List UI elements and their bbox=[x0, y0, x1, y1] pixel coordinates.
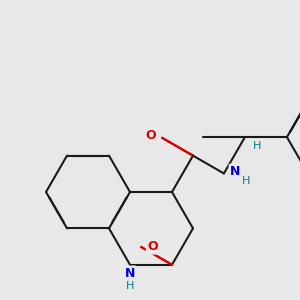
Text: H: H bbox=[253, 141, 261, 151]
Text: H: H bbox=[126, 281, 134, 291]
Text: H: H bbox=[242, 176, 250, 187]
Text: N: N bbox=[230, 165, 240, 178]
Text: O: O bbox=[146, 129, 156, 142]
Text: O: O bbox=[147, 240, 158, 254]
Text: N: N bbox=[125, 267, 135, 280]
